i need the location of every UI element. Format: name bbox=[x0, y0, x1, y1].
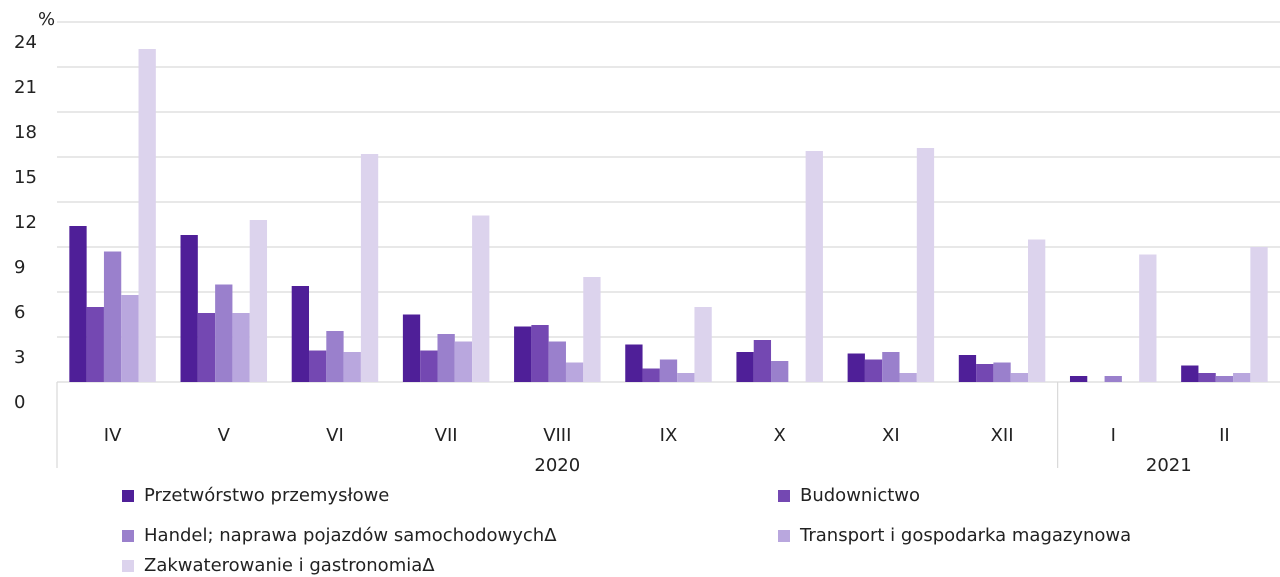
y-tick-label: 0 bbox=[14, 392, 25, 413]
bar bbox=[1104, 376, 1122, 382]
y-tick-label: 9 bbox=[14, 257, 25, 278]
bar bbox=[659, 359, 678, 382]
bar bbox=[736, 352, 754, 382]
y-tick-label: 24 bbox=[14, 32, 37, 53]
bar bbox=[847, 353, 865, 382]
group-label: 2020 bbox=[534, 455, 580, 476]
bar bbox=[343, 352, 361, 382]
bar bbox=[326, 331, 344, 382]
legend-label: Handel; naprawa pojazdów samochodowychΔ bbox=[144, 525, 557, 546]
x-tick-label: XI bbox=[882, 425, 900, 446]
y-axis-label: % bbox=[38, 9, 55, 30]
bar bbox=[531, 325, 549, 382]
x-tick-label: X bbox=[774, 425, 786, 446]
bar bbox=[437, 334, 455, 382]
bar bbox=[805, 151, 823, 382]
bar bbox=[1069, 376, 1088, 382]
y-tick-label: 21 bbox=[14, 77, 37, 98]
x-tick-label: V bbox=[218, 425, 231, 446]
bar bbox=[138, 49, 156, 382]
y-tick-label: 12 bbox=[14, 212, 37, 233]
bar bbox=[197, 313, 216, 382]
bar bbox=[625, 344, 643, 382]
bar bbox=[360, 154, 379, 382]
bar bbox=[249, 220, 268, 382]
bar bbox=[1215, 376, 1234, 382]
x-tick-label: VII bbox=[435, 425, 458, 446]
y-tick-label: 3 bbox=[14, 347, 25, 368]
legend-label: Budownictwo bbox=[800, 485, 920, 506]
legend-swatch bbox=[122, 530, 134, 542]
x-tick-label: VIII bbox=[543, 425, 571, 446]
legend-label: Przetwórstwo przemysłowe bbox=[144, 485, 389, 506]
legend-swatch bbox=[122, 490, 134, 502]
bar bbox=[958, 355, 977, 382]
bar bbox=[232, 313, 250, 382]
bar bbox=[1010, 373, 1028, 382]
bar bbox=[309, 350, 327, 382]
bar bbox=[993, 362, 1011, 382]
bar bbox=[472, 215, 490, 382]
legend-swatch bbox=[778, 490, 790, 502]
bar bbox=[899, 373, 917, 382]
bar bbox=[1181, 365, 1199, 382]
bar bbox=[694, 307, 712, 382]
bar bbox=[291, 286, 310, 382]
bar bbox=[1250, 247, 1268, 382]
bar bbox=[514, 326, 532, 382]
legend-label: Transport i gospodarka magazynowa bbox=[799, 525, 1131, 546]
bar bbox=[976, 364, 994, 382]
y-tick-label: 18 bbox=[14, 122, 37, 143]
bar bbox=[1027, 239, 1046, 382]
x-tick-label: I bbox=[1111, 425, 1116, 446]
bar bbox=[454, 341, 473, 382]
bar bbox=[121, 295, 139, 382]
x-tick-label: IV bbox=[104, 425, 122, 446]
bar bbox=[103, 251, 122, 382]
bar bbox=[86, 307, 104, 382]
y-tick-label: 15 bbox=[14, 167, 37, 188]
bar bbox=[215, 284, 233, 382]
bar bbox=[548, 341, 566, 382]
bar bbox=[402, 314, 421, 382]
legend-label: Zakwaterowanie i gastronomiaΔ bbox=[144, 555, 435, 576]
bar bbox=[771, 361, 789, 382]
legend-swatch bbox=[122, 560, 134, 572]
x-tick-label: VI bbox=[326, 425, 344, 446]
group-label: 2021 bbox=[1146, 455, 1192, 476]
x-tick-label: IX bbox=[660, 425, 678, 446]
bar bbox=[1198, 373, 1216, 382]
bar bbox=[753, 340, 772, 382]
bar bbox=[565, 362, 584, 382]
bar bbox=[677, 373, 695, 382]
bar bbox=[642, 368, 660, 382]
bar bbox=[1233, 373, 1251, 382]
x-tick-label: XII bbox=[991, 425, 1014, 446]
x-tick-label: II bbox=[1219, 425, 1230, 446]
y-tick-label: 6 bbox=[14, 302, 25, 323]
bar bbox=[916, 148, 935, 382]
bar bbox=[864, 359, 883, 382]
legend-swatch bbox=[778, 530, 790, 542]
bar bbox=[882, 352, 900, 382]
bar bbox=[1139, 254, 1157, 382]
bar bbox=[420, 350, 438, 382]
bar bbox=[180, 235, 198, 382]
bar bbox=[69, 226, 87, 382]
bar bbox=[583, 277, 601, 382]
